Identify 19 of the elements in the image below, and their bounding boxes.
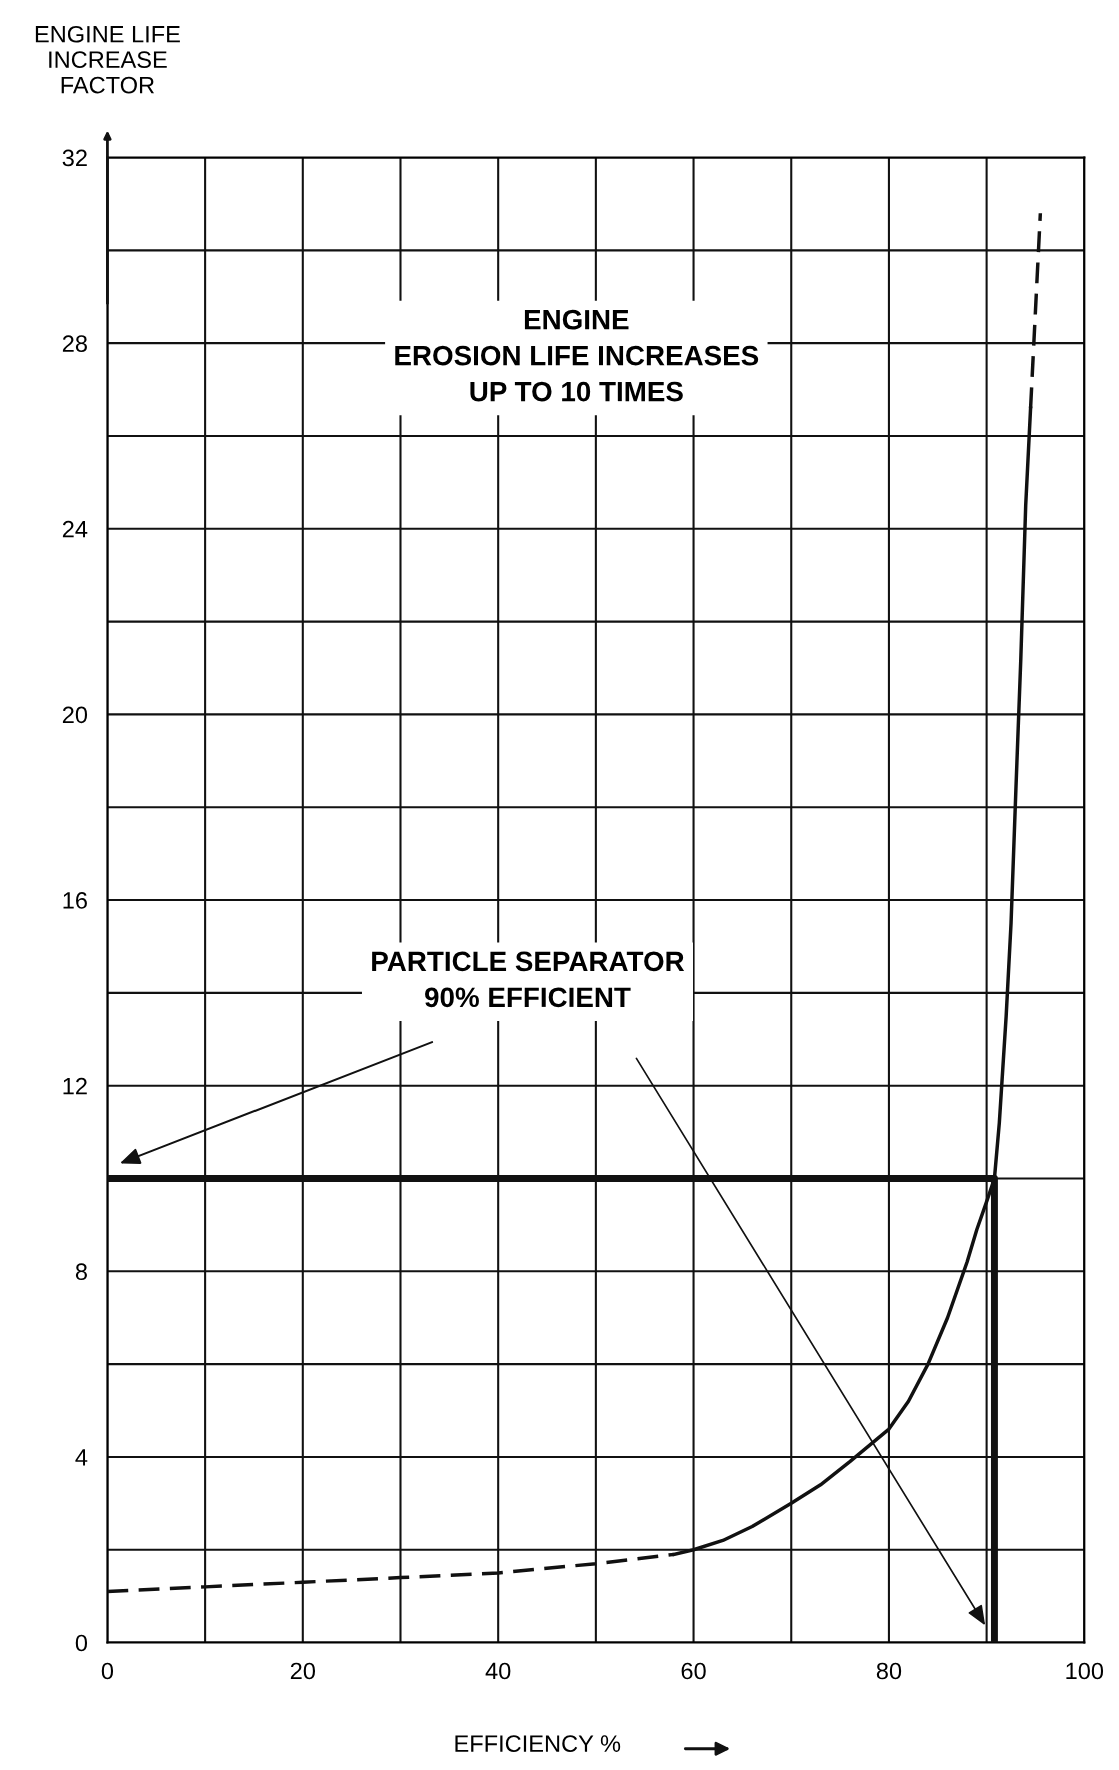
y-tick-label: 32 bbox=[62, 149, 87, 167]
x-tick-label: 60 bbox=[681, 1662, 706, 1680]
x-axis-title: EFFICIENCY % bbox=[455, 1735, 621, 1752]
y-tick-label: 28 bbox=[62, 335, 87, 352]
x-tick-label: 20 bbox=[290, 1662, 316, 1680]
y-tick-label: 12 bbox=[63, 1077, 87, 1095]
annotation: PARTICLE SEPARATOR 90% EFFICIENT bbox=[372, 951, 685, 1008]
y-tick-label: 8 bbox=[75, 1263, 87, 1281]
y-tick-label: 0 bbox=[75, 1634, 88, 1652]
y-tick-label: 4 bbox=[75, 1449, 88, 1466]
annotation: ENGINE EROSION LIFE INCREASES UP TO 10 TIMES bbox=[395, 309, 759, 402]
x-tick-label: 80 bbox=[876, 1662, 902, 1680]
y-axis-title: ENGINE LIFE INCREASE FACTOR bbox=[35, 25, 180, 94]
x-tick-label: 0 bbox=[101, 1662, 114, 1680]
y-tick-label: 16 bbox=[63, 892, 87, 909]
y-tick-label: 20 bbox=[62, 706, 88, 724]
x-tick-label: 100 bbox=[1066, 1662, 1104, 1680]
y-tick-label: 24 bbox=[62, 520, 88, 538]
x-tick-label: 40 bbox=[485, 1662, 511, 1680]
